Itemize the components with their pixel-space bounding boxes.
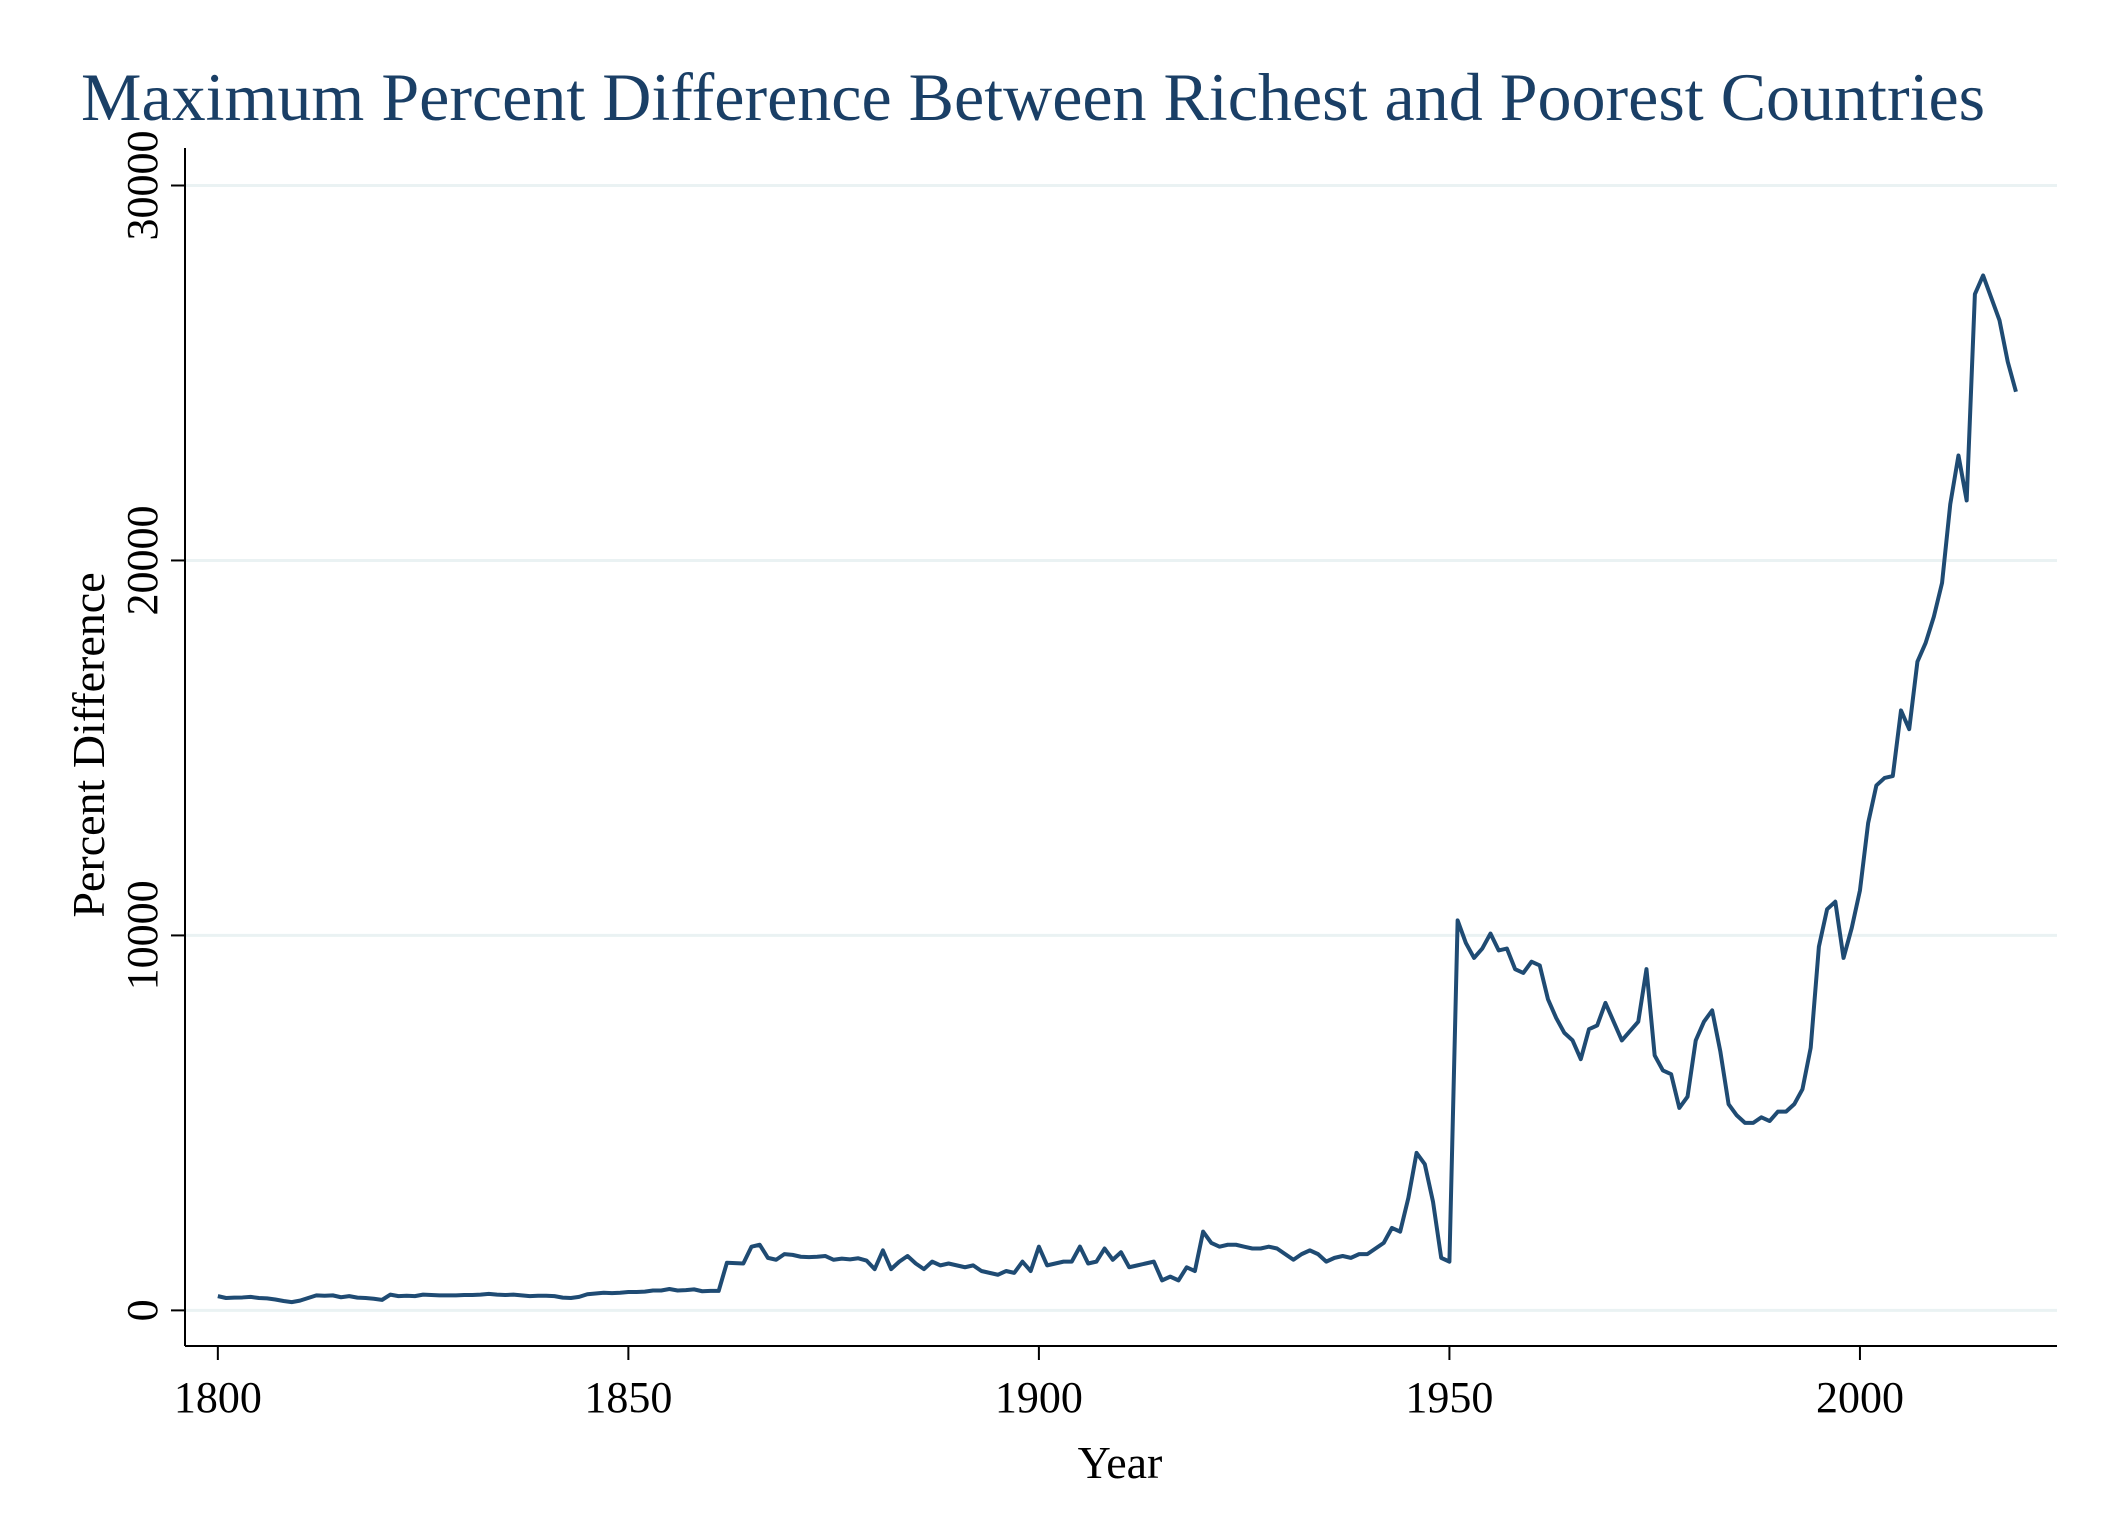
y-axis-label: Percent Difference [63, 572, 114, 917]
x-tick-label: 2000 [1816, 1373, 1904, 1422]
x-tick-label: 1800 [174, 1373, 262, 1422]
y-tick-label: 30000 [118, 130, 167, 240]
y-tick-label: 20000 [118, 505, 167, 615]
x-tick-label: 1850 [584, 1373, 672, 1422]
y-tick-label: 0 [118, 1299, 167, 1321]
x-tick-label: 1950 [1405, 1373, 1493, 1422]
x-axis-label: Year [1078, 1437, 1163, 1488]
x-tick-label: 1900 [995, 1373, 1083, 1422]
data-line [217, 273, 2018, 1305]
y-tick-label: 10000 [118, 880, 167, 990]
chart-title: Maximum Percent Difference Between Riche… [81, 59, 1985, 135]
